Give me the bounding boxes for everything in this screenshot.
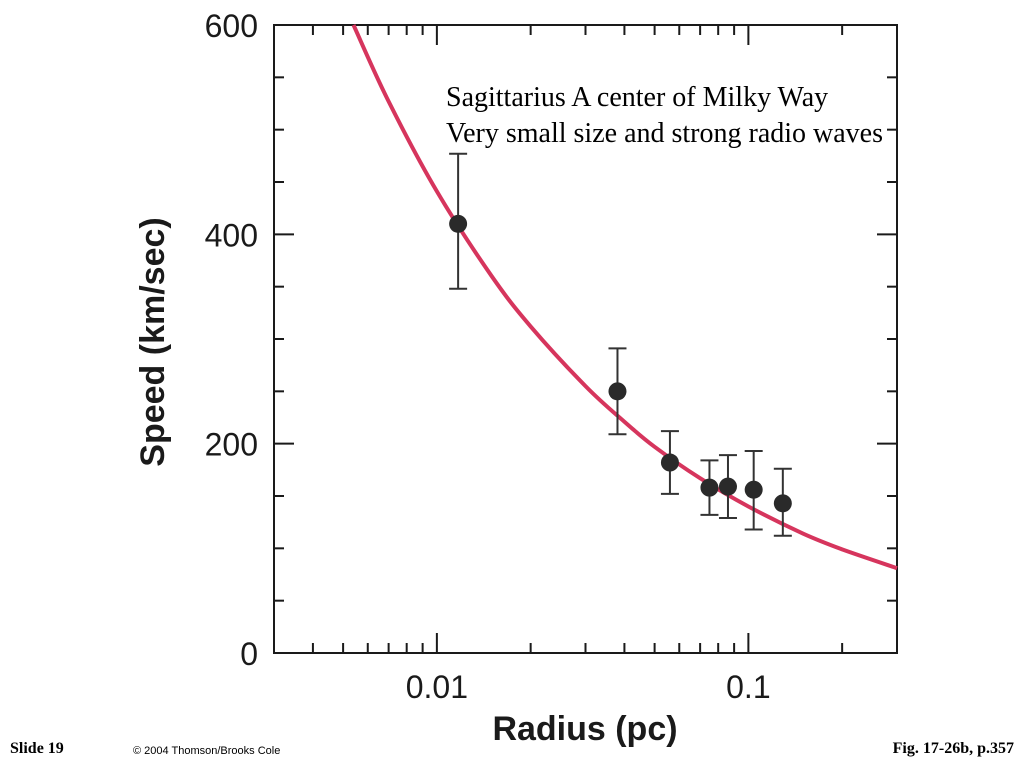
annotation-line-2: Very small size and strong radio waves <box>446 118 883 149</box>
tick-labels: 0 200 400 600 0.01 0.1 <box>205 8 771 705</box>
data-point <box>773 494 792 513</box>
y-tick-label: 600 <box>205 8 258 44</box>
data-point <box>744 480 763 499</box>
data-point <box>660 453 679 472</box>
ticks <box>273 24 898 654</box>
annotation: Sagittarius A center of Milky Way Very s… <box>446 80 883 152</box>
x-tick-label: 0.1 <box>726 669 770 705</box>
data-point <box>718 477 737 496</box>
fit-curve <box>351 24 898 571</box>
copyright-notice: © 2004 Thomson/Brooks Cole <box>133 745 281 757</box>
slide-number: Slide 19 <box>10 740 64 757</box>
data-points-layer <box>449 152 792 537</box>
y-tick-label: 400 <box>205 217 258 253</box>
x-tick-label: 0.01 <box>406 669 468 705</box>
data-point <box>608 382 627 401</box>
fit-curve-layer <box>351 24 898 571</box>
y-tick-label: 200 <box>205 427 258 463</box>
figure-reference: Fig. 17-26b, p.357 <box>892 740 1014 757</box>
data-point <box>449 214 468 233</box>
data-point <box>700 478 719 497</box>
y-axis-label: Speed (km/sec) <box>134 217 172 466</box>
y-tick-label: 0 <box>240 636 258 672</box>
x-axis-label: Radius (pc) <box>492 710 677 748</box>
annotation-line-1: Sagittarius A center of Milky Way <box>446 82 829 113</box>
